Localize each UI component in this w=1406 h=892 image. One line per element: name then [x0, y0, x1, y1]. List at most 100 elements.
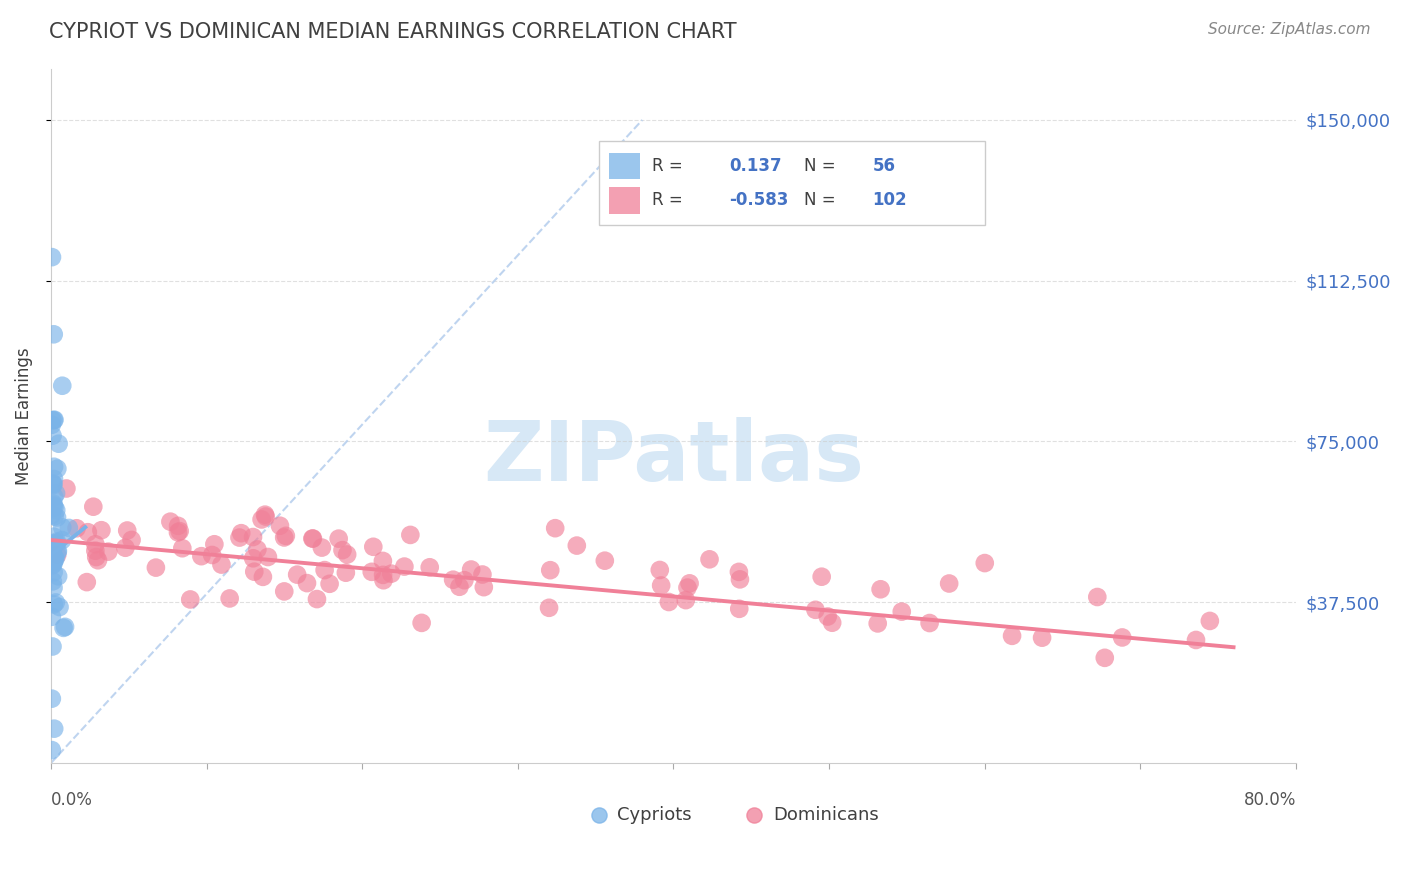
Point [336, 548, 359, 562]
Point [41, 691, 63, 706]
Point [41, 558, 63, 573]
Point [55, 482, 77, 496]
Point [1031, 631, 1053, 645]
Point [538, 600, 561, 615]
Point [41, 543, 63, 558]
Point [869, 582, 891, 597]
Point [51, 533, 73, 547]
Point [311, 541, 333, 555]
Point [254, 509, 277, 524]
Text: Source: ZipAtlas.com: Source: ZipAtlas.com [1208, 22, 1371, 37]
Point [167, 525, 190, 540]
Point [371, 554, 394, 568]
Text: -0.583: -0.583 [730, 192, 789, 210]
Point [1185, 632, 1208, 647]
Point [42, 476, 65, 491]
Point [41, 508, 63, 522]
Text: Dominicans: Dominicans [773, 806, 879, 824]
Point [42, 413, 65, 427]
Point [45, 595, 67, 609]
Point [121, 533, 143, 547]
Text: CYPRIOT VS DOMINICAN MEDIAN EARNINGS CORRELATION CHART: CYPRIOT VS DOMINICAN MEDIAN EARNINGS COR… [49, 22, 737, 42]
Point [42, 530, 65, 544]
Point [728, 573, 751, 587]
Point [46, 548, 69, 562]
Point [453, 573, 475, 587]
Point [817, 609, 839, 624]
Point [920, 756, 942, 770]
Point [399, 528, 422, 542]
Point [179, 592, 201, 607]
Point [90, 523, 112, 537]
Point [42, 598, 65, 612]
Point [273, 531, 295, 545]
Text: 0.137: 0.137 [730, 157, 782, 175]
Point [45, 503, 67, 517]
Point [538, 563, 561, 577]
Point [394, 559, 416, 574]
Point [332, 543, 354, 558]
Point [51, 520, 73, 534]
Point [471, 567, 494, 582]
Point [41, 609, 63, 624]
Point [53, 620, 76, 634]
Point [46, 544, 69, 558]
Text: 102: 102 [873, 192, 907, 210]
Point [449, 580, 471, 594]
Point [115, 524, 138, 538]
Point [250, 512, 273, 526]
Point [360, 565, 382, 579]
Point [821, 615, 844, 630]
Point [44, 722, 66, 736]
Point [676, 581, 699, 595]
Point [41, 640, 63, 654]
Y-axis label: Median Earnings: Median Earnings [15, 347, 32, 484]
Point [419, 560, 441, 574]
Point [728, 602, 751, 616]
Point [44, 552, 66, 566]
Point [172, 541, 194, 556]
Point [246, 542, 269, 557]
Point [1001, 629, 1024, 643]
Point [373, 574, 395, 588]
Point [328, 532, 350, 546]
Point [42, 558, 65, 572]
FancyBboxPatch shape [609, 153, 640, 179]
Point [44, 550, 66, 565]
Point [42, 497, 65, 511]
Point [335, 566, 357, 580]
Point [84, 549, 107, 564]
Point [724, 756, 747, 770]
Point [44, 500, 66, 514]
Point [460, 562, 482, 576]
Point [295, 576, 318, 591]
Point [46, 569, 69, 583]
Point [201, 548, 224, 562]
Point [46, 510, 69, 524]
Point [211, 558, 233, 572]
FancyBboxPatch shape [599, 142, 984, 225]
Point [242, 551, 264, 566]
Point [231, 526, 253, 541]
Point [728, 565, 751, 579]
Point [48, 600, 70, 615]
Text: Cypriots: Cypriots [617, 806, 692, 824]
Text: N =: N = [804, 157, 841, 175]
Text: 56: 56 [873, 157, 896, 175]
Point [44, 413, 66, 427]
Point [58, 521, 80, 535]
Point [145, 560, 167, 574]
Point [243, 565, 266, 579]
Point [918, 615, 941, 630]
Point [810, 570, 832, 584]
Point [42, 459, 65, 474]
Point [42, 472, 65, 486]
Point [1094, 650, 1116, 665]
Point [363, 540, 385, 554]
Point [42, 499, 65, 513]
Point [441, 573, 464, 587]
Point [253, 508, 276, 522]
Point [565, 539, 588, 553]
Point [648, 563, 671, 577]
Point [45, 536, 67, 550]
